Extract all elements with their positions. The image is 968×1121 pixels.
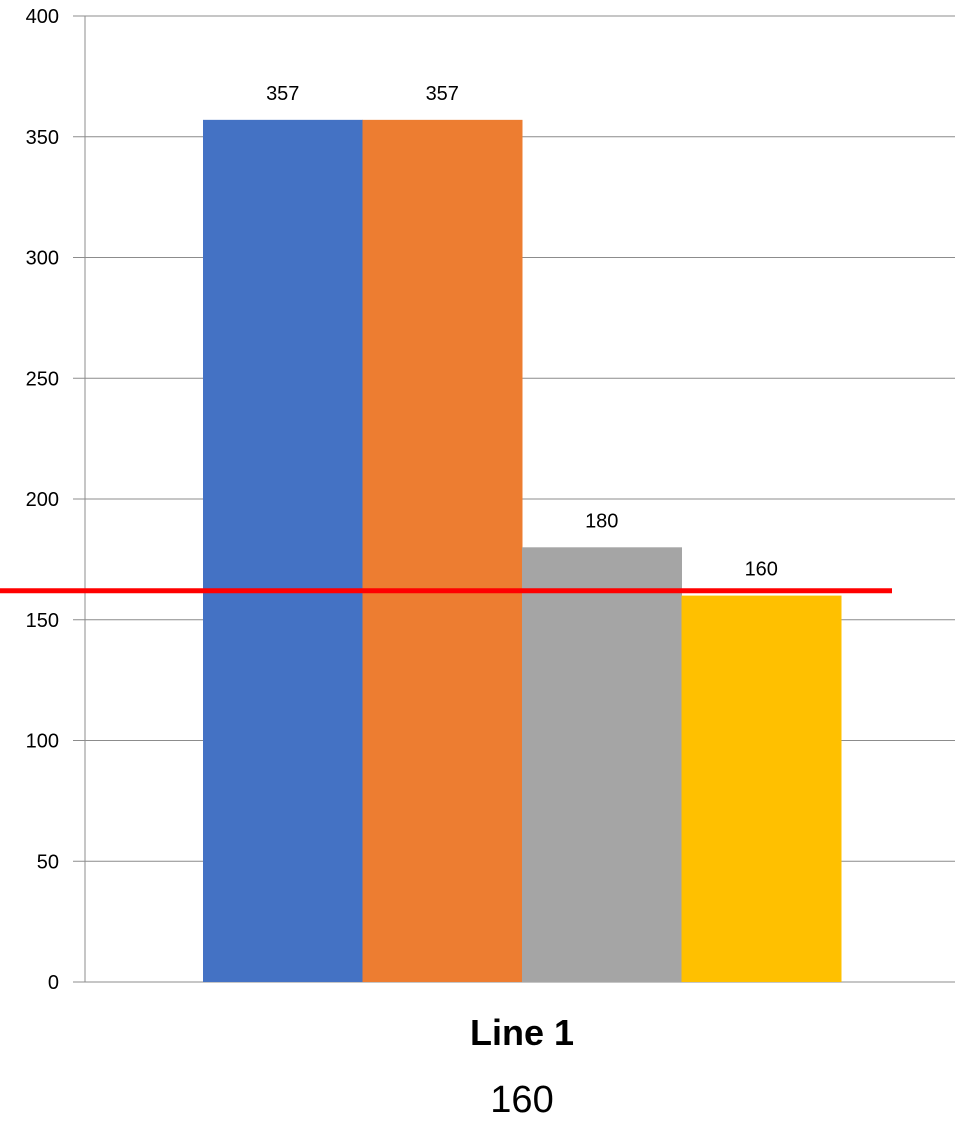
axes: 0 50 100 150 200 250 300 350 400 [26,6,955,994]
y-tick-label: 50 [37,851,59,873]
bars [203,119,842,983]
bar-series-3 [522,547,682,982]
x-category-label: Line 1 [470,1012,574,1053]
reference-line-value-label: 160 [490,1079,553,1121]
y-tick-label: 0 [48,972,59,994]
y-tick-label: 400 [26,6,59,28]
y-tick-label: 250 [26,368,59,390]
bar-series-4 [681,595,842,982]
reference-line-group: 160 [0,588,892,1121]
y-tick-label: 350 [26,127,59,149]
data-label-series-2: 357 [426,83,459,105]
data-label-series-1: 357 [266,83,299,105]
y-tick-label: 200 [26,489,59,511]
bar-series-2 [362,119,523,983]
bar-series-1 [203,119,363,983]
y-tick-label: 100 [26,731,59,753]
y-tick-label: 150 [26,610,59,632]
y-tick-label: 300 [26,248,59,270]
data-label-series-3: 180 [585,510,618,532]
data-labels: 357 357 180 160 [266,83,778,581]
data-label-series-4: 160 [745,559,778,581]
category-labels: Line 1 [470,1012,574,1053]
